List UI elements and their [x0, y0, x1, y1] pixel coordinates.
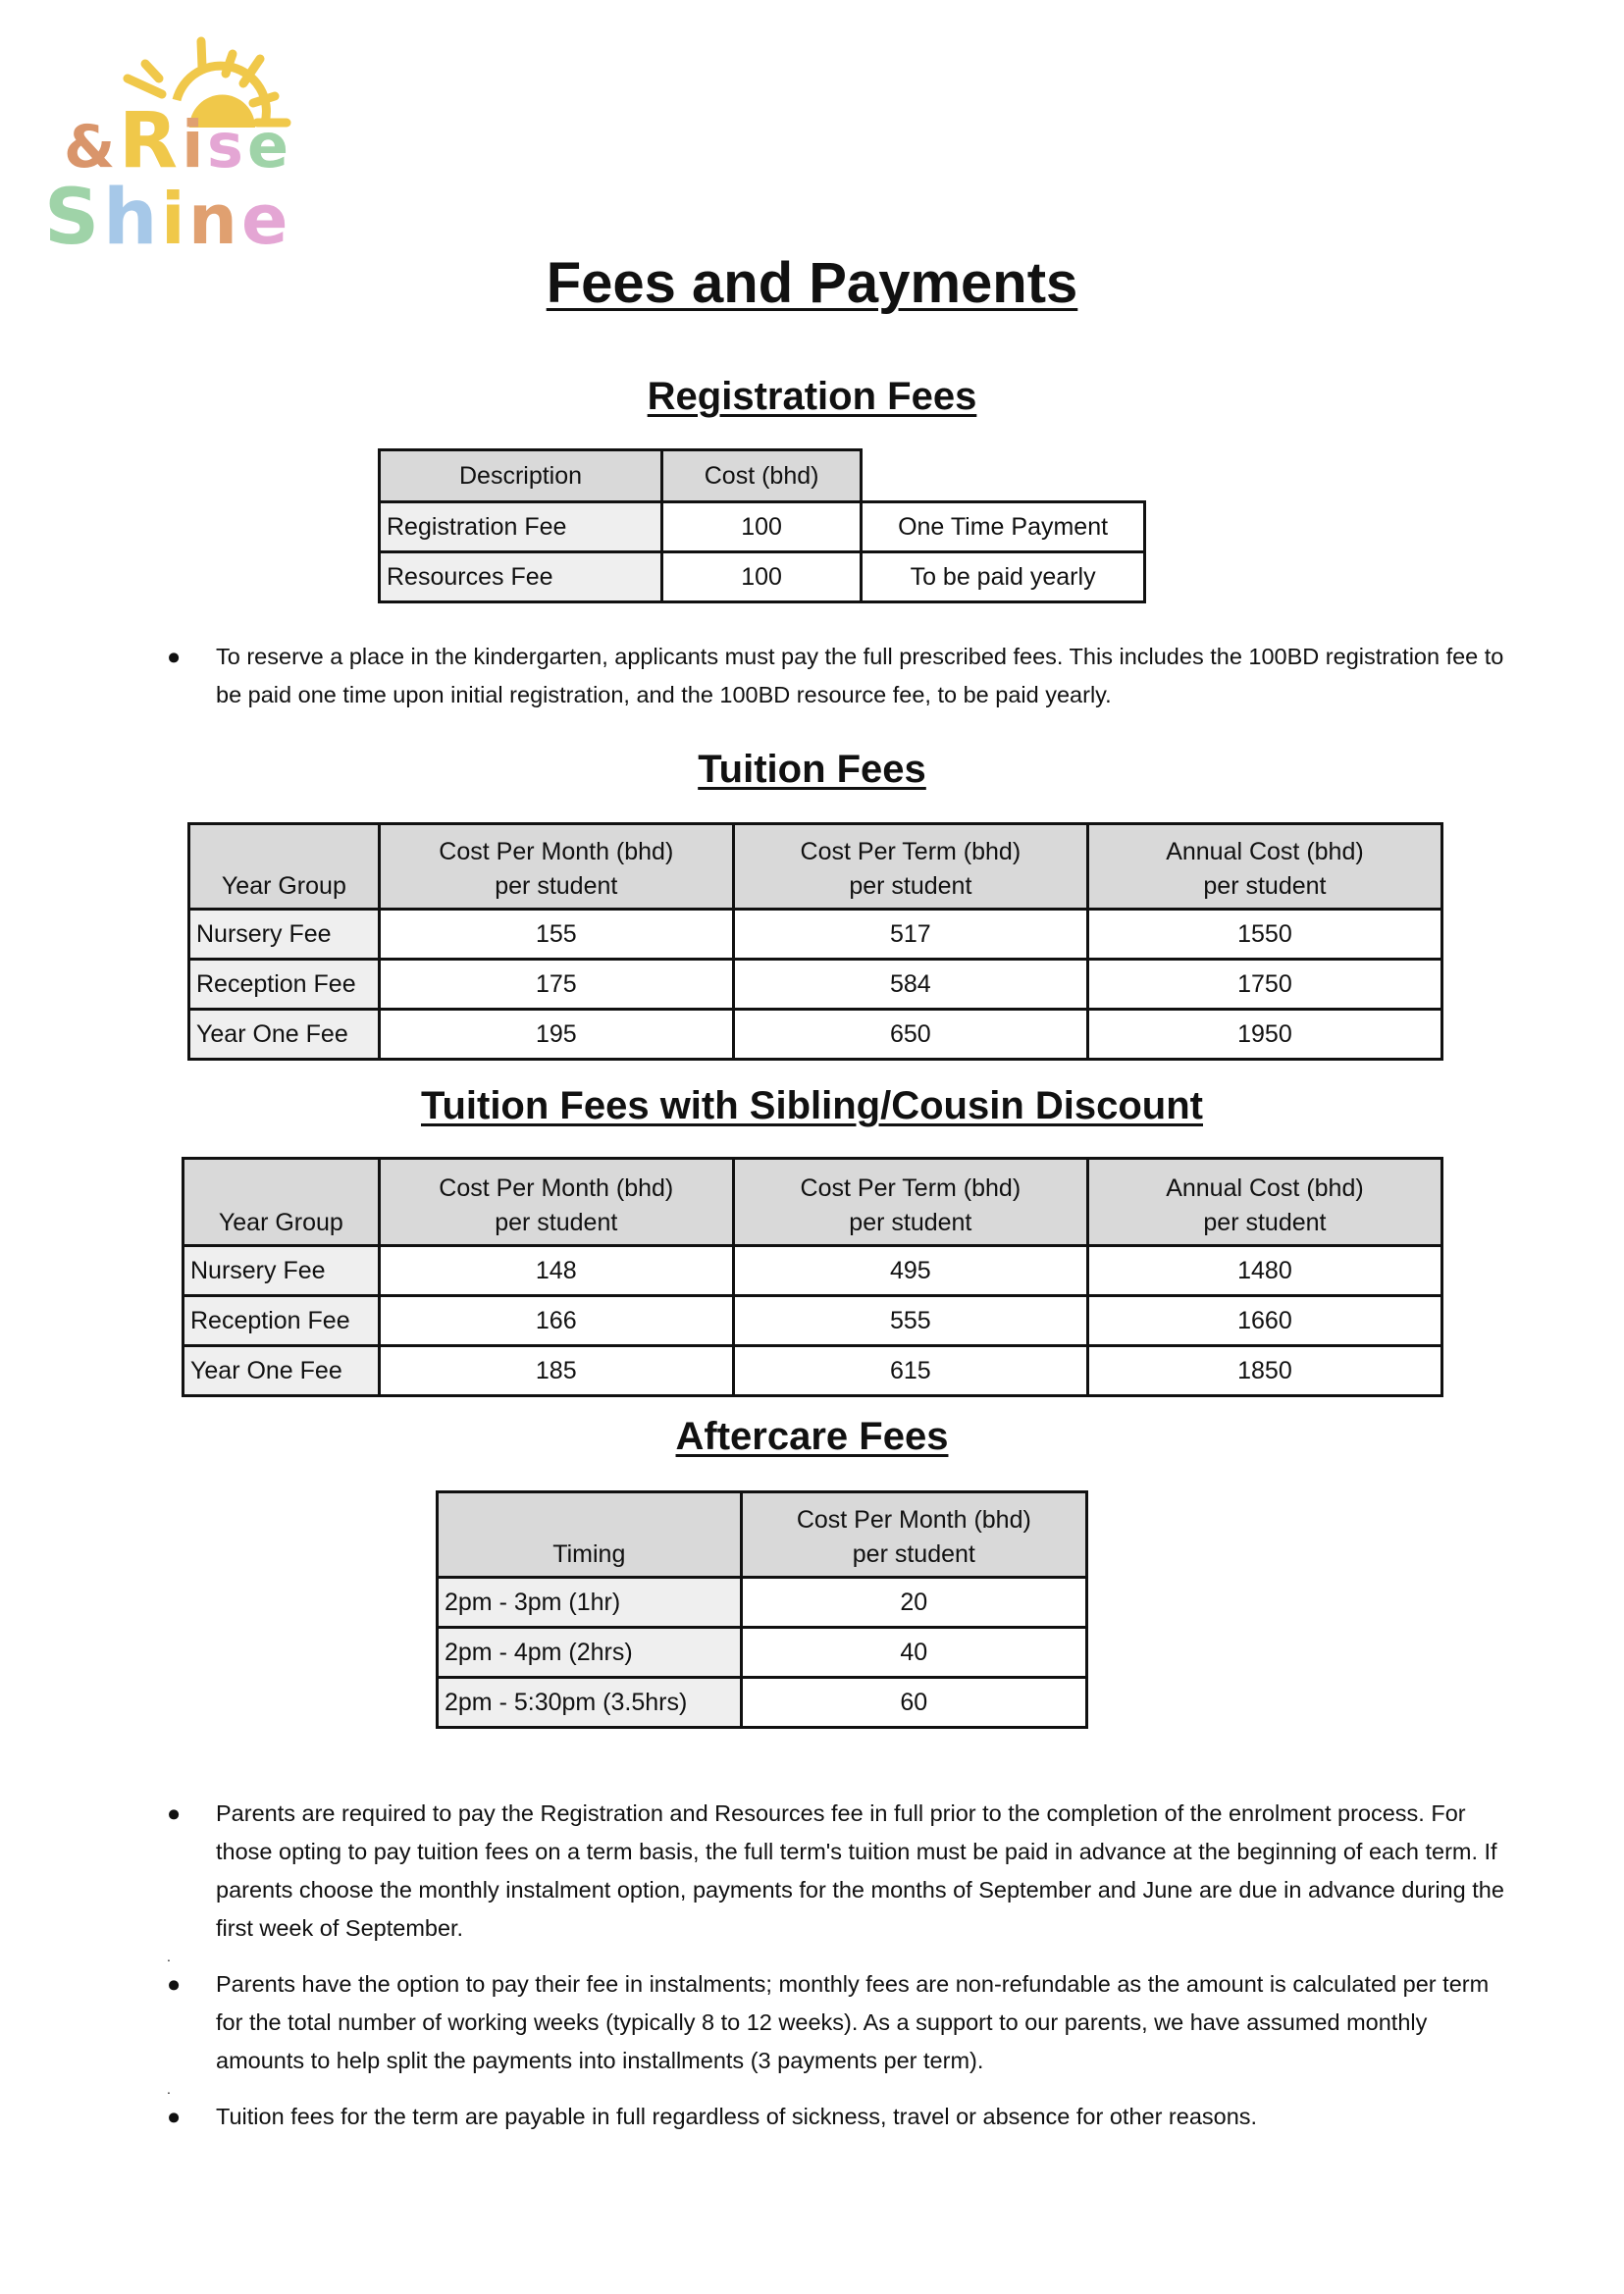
- cost-cell: 517: [731, 908, 1089, 961]
- sibling-discount-heading: Tuition Fees with Sibling/Cousin Discoun…: [420, 1084, 1203, 1127]
- row-label: 2pm - 4pm (2hrs): [436, 1626, 743, 1679]
- cost-cell: 1950: [1085, 1008, 1444, 1061]
- cost-cell: 1550: [1085, 908, 1444, 961]
- separator-dot: .: [167, 2081, 171, 2097]
- aftercare-table: Timing Cost Per Month (bhd) per student 2…: [436, 1490, 1089, 1729]
- cost-cell: 1850: [1085, 1344, 1444, 1397]
- sibling-discount-table: Year Group Cost Per Month (bhd) per stude…: [182, 1157, 1444, 1397]
- cost-cell: 40: [739, 1626, 1089, 1679]
- row-label: 2pm - 3pm (1hr): [436, 1576, 743, 1629]
- header-cell: Timing: [436, 1490, 743, 1579]
- header-cell: Cost Per Month (bhd) per student: [739, 1490, 1089, 1579]
- svg-text:i: i: [182, 107, 204, 182]
- cost-cell: 555: [731, 1294, 1089, 1347]
- row-label: Nursery Fee: [182, 1244, 381, 1297]
- table-row: Nursery Fee 148 495 1480: [182, 1244, 1444, 1297]
- payment-notes: ● Parents are required to pay the Regist…: [167, 1795, 1521, 2136]
- registration-heading: Registration Fees: [647, 375, 977, 418]
- cost-cell: 615: [731, 1344, 1089, 1397]
- row-label: Reception Fee: [187, 958, 381, 1011]
- cost-cell: 1480: [1085, 1244, 1444, 1297]
- svg-text:i: i: [161, 178, 185, 255]
- cost-cell: 100: [660, 550, 864, 603]
- header-cell: Year Group: [182, 1157, 381, 1247]
- row-label: Year One Fee: [187, 1008, 381, 1061]
- table-header-row: Timing Cost Per Month (bhd) per student: [436, 1490, 1089, 1579]
- cost-cell: 175: [377, 958, 735, 1011]
- row-label: Reception Fee: [182, 1294, 381, 1347]
- svg-text:h: h: [103, 174, 158, 255]
- table-header-row: Year Group Cost Per Month (bhd) per stude…: [187, 822, 1444, 911]
- table-row: Resources Fee 100 To be paid yearly: [377, 550, 1146, 603]
- table-row: Year One Fee 195 650 1950: [187, 1008, 1444, 1061]
- header-cell: Year Group: [187, 822, 381, 911]
- cost-cell: 584: [731, 958, 1089, 1011]
- page-title: Fees and Payments: [546, 251, 1078, 315]
- row-label: 2pm - 5:30pm (3.5hrs): [436, 1676, 743, 1729]
- empty-header-cell: [861, 449, 1145, 503]
- bullet-icon: ●: [167, 2104, 182, 2129]
- note-cell: One Time Payment: [860, 500, 1146, 553]
- svg-text:s: s: [207, 110, 243, 182]
- svg-text:S: S: [44, 174, 99, 255]
- header-cell: Annual Cost (bhd) per student: [1085, 822, 1444, 911]
- tuition-heading: Tuition Fees: [698, 748, 926, 791]
- payment-note: ● Parents are required to pay the Regist…: [167, 1795, 1521, 1948]
- registration-note: ● To reserve a place in the kindergarten…: [167, 638, 1521, 714]
- table-row: 2pm - 4pm (2hrs) 40: [436, 1626, 1089, 1679]
- cost-cell: 495: [731, 1244, 1089, 1297]
- registration-note-block: ● To reserve a place in the kindergarten…: [167, 638, 1521, 714]
- svg-text:e: e: [247, 110, 288, 182]
- table-row: Reception Fee 175 584 1750: [187, 958, 1444, 1011]
- registration-table: Description Cost (bhd) Registration Fee …: [377, 448, 1146, 603]
- cost-cell: 60: [739, 1676, 1089, 1729]
- rise-and-shine-logo: & R i s e S h i n e: [44, 36, 291, 255]
- cost-cell: 20: [739, 1576, 1089, 1629]
- cost-cell: 185: [377, 1344, 735, 1397]
- svg-text:e: e: [241, 180, 288, 255]
- table-row: 2pm - 3pm (1hr) 20: [436, 1576, 1089, 1629]
- separator-dot: .: [167, 1949, 171, 1964]
- row-label: Nursery Fee: [187, 908, 381, 961]
- table-header-row: Description Cost (bhd): [377, 448, 1145, 503]
- cost-cell: 195: [377, 1008, 735, 1061]
- payment-note: ● Tuition fees for the term are payable …: [167, 2098, 1521, 2136]
- cost-cell: 1750: [1085, 958, 1444, 1011]
- note-cell: To be paid yearly: [860, 550, 1146, 603]
- bullet-icon: ●: [167, 1971, 182, 1997]
- table-row: Year One Fee 185 615 1850: [182, 1344, 1444, 1397]
- cost-cell: 1660: [1085, 1294, 1444, 1347]
- cost-cell: 650: [731, 1008, 1089, 1061]
- bullet-icon: ●: [167, 644, 182, 669]
- bullet-icon: ●: [167, 1800, 182, 1826]
- svg-text:R: R: [119, 97, 178, 185]
- table-row: Nursery Fee 155 517 1550: [187, 908, 1444, 961]
- header-cell: Cost Per Term (bhd) per student: [731, 822, 1089, 911]
- tuition-table: Year Group Cost Per Month (bhd) per stude…: [187, 822, 1444, 1061]
- cost-cell: 166: [377, 1294, 735, 1347]
- table-row: Reception Fee 166 555 1660: [182, 1294, 1444, 1347]
- header-cell: Description: [377, 448, 664, 503]
- table-header-row: Year Group Cost Per Month (bhd) per stude…: [182, 1157, 1444, 1247]
- cost-cell: 148: [377, 1244, 735, 1297]
- row-label: Resources Fee: [377, 550, 664, 603]
- row-label: Year One Fee: [182, 1344, 381, 1397]
- cost-cell: 100: [660, 500, 864, 553]
- header-cell: Annual Cost (bhd) per student: [1085, 1157, 1444, 1247]
- cost-cell: 155: [377, 908, 735, 961]
- row-label: Registration Fee: [377, 500, 664, 553]
- aftercare-heading: Aftercare Fees: [675, 1415, 949, 1458]
- svg-text:&: &: [64, 113, 115, 182]
- table-row: 2pm - 5:30pm (3.5hrs) 60: [436, 1676, 1089, 1729]
- header-cell: Cost Per Term (bhd) per student: [731, 1157, 1089, 1247]
- header-cell: Cost Per Month (bhd) per student: [377, 822, 735, 911]
- svg-text:n: n: [188, 180, 237, 255]
- table-row: Registration Fee 100 One Time Payment: [377, 500, 1146, 553]
- header-cell: Cost (bhd): [660, 448, 864, 503]
- payment-note: ● Parents have the option to pay their f…: [167, 1965, 1521, 2080]
- header-cell: Cost Per Month (bhd) per student: [377, 1157, 735, 1247]
